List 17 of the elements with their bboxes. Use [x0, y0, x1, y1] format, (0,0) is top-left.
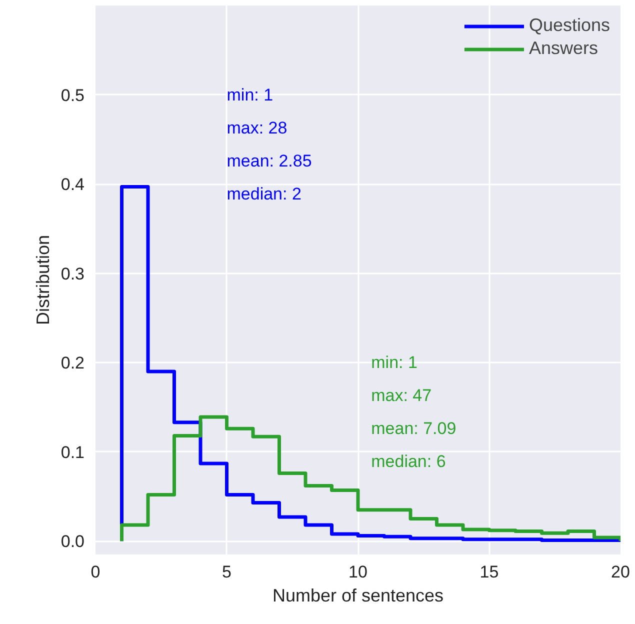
x-tick-label: 5	[222, 562, 232, 582]
legend-label: Questions	[528, 15, 610, 36]
annotation: min: 1 max: 47 mean: 7.09 median: 6	[371, 353, 456, 472]
y-tick-label: 0.2	[60, 354, 85, 373]
y-tick-label: 0.4	[60, 175, 85, 194]
x-tick-label: 0	[90, 562, 100, 582]
y-axis-title: Distribution	[32, 234, 53, 326]
legend-label: Answers	[528, 38, 598, 59]
x-tick-label: 15	[480, 562, 499, 582]
annotation: min: 1 max: 28 mean: 2.85 median: 2	[226, 85, 312, 204]
y-tick-label: 0.0	[60, 532, 85, 552]
y-tick-label: 0.5	[60, 86, 85, 105]
x-tick-label: 10	[348, 562, 368, 582]
x-tick-label: 20	[611, 562, 630, 582]
x-axis-title: Number of sentences	[272, 586, 444, 606]
y-tick-label: 0.3	[60, 264, 85, 284]
y-tick-label: 0.1	[60, 442, 85, 462]
